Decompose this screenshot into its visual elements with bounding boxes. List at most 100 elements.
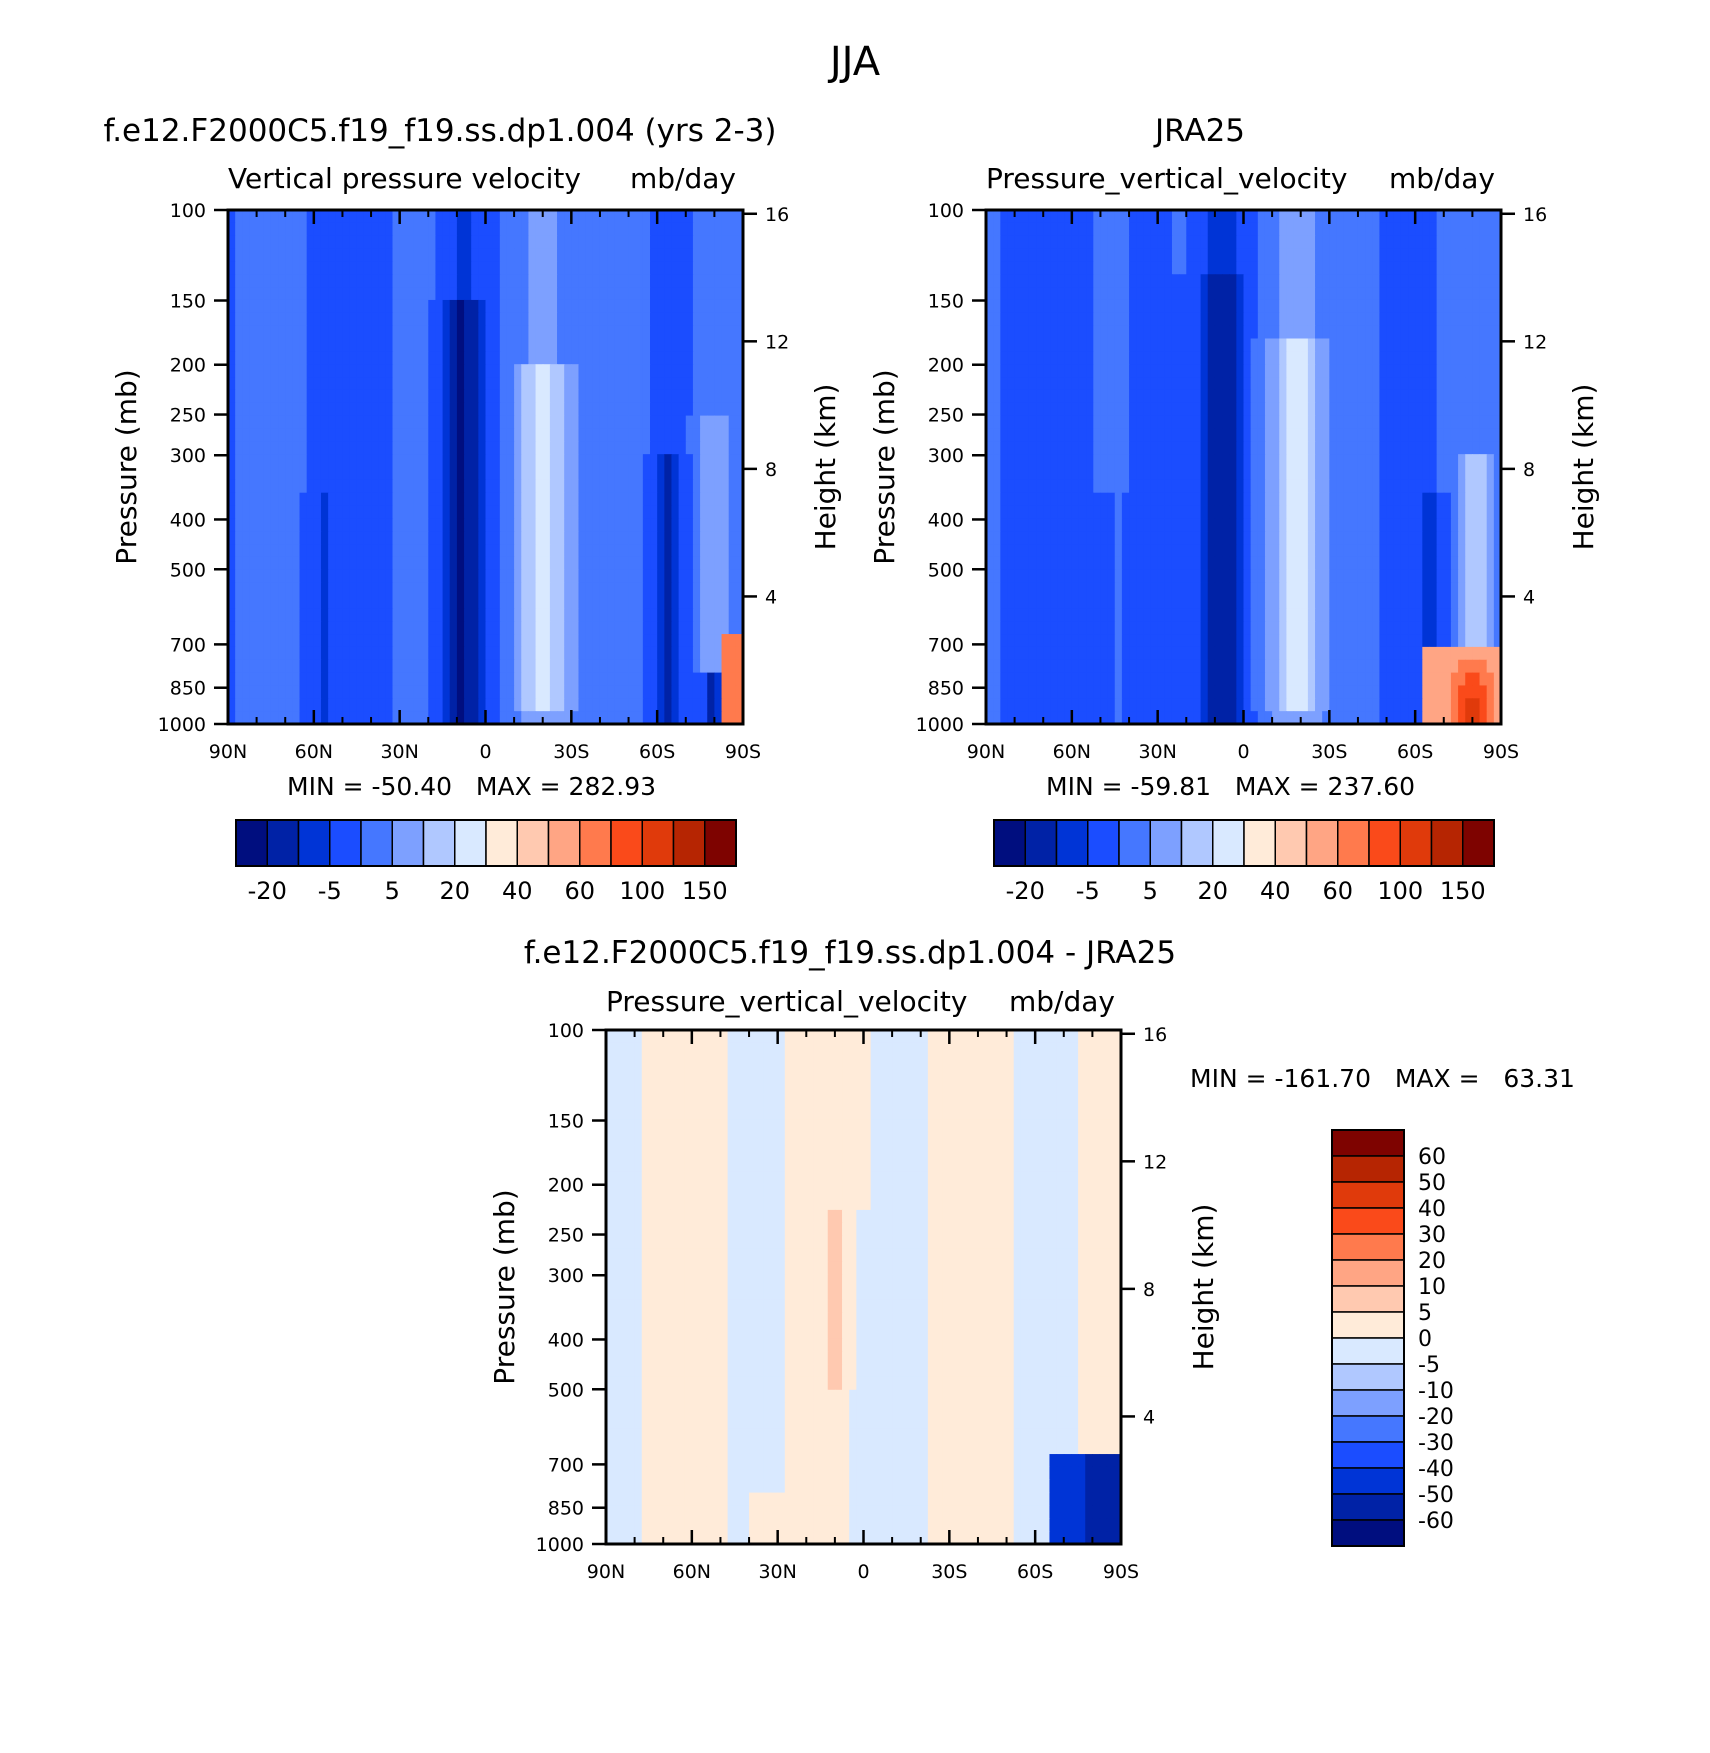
field-cell xyxy=(1408,428,1416,442)
field-cell xyxy=(557,518,565,532)
field-cell xyxy=(435,235,444,250)
field-cell xyxy=(256,492,265,507)
field-cell xyxy=(657,248,665,262)
field-cell xyxy=(1408,274,1416,288)
field-cell xyxy=(1350,274,1359,288)
field-cell xyxy=(514,685,522,699)
field-cell xyxy=(413,428,422,442)
field-cell xyxy=(485,248,494,262)
field-cell xyxy=(1071,556,1080,571)
field-cell xyxy=(1207,287,1216,301)
field-cell xyxy=(535,608,544,622)
field-cell xyxy=(1129,248,1137,262)
field-cell xyxy=(1264,274,1273,288)
field-cell xyxy=(1129,274,1137,288)
field-cell xyxy=(585,659,594,674)
field-cell xyxy=(1007,505,1016,519)
field-cell xyxy=(1064,479,1073,494)
field-cell xyxy=(1236,479,1245,494)
field-cell xyxy=(456,467,465,481)
field-cell xyxy=(1386,389,1395,404)
field-cell xyxy=(335,685,344,699)
field-cell xyxy=(1422,441,1431,455)
field-cell xyxy=(356,646,365,661)
field-cell xyxy=(628,402,637,417)
field-cell xyxy=(657,698,665,712)
field-cell xyxy=(571,672,580,687)
field-cell xyxy=(1086,441,1094,455)
field-cell xyxy=(464,698,472,712)
field-cell xyxy=(1472,210,1481,224)
field-cell xyxy=(542,582,551,597)
field-cell xyxy=(571,711,580,725)
field-cell xyxy=(721,222,730,237)
field-cell xyxy=(1257,377,1266,391)
field-cell xyxy=(1064,377,1073,391)
field-cell xyxy=(1493,338,1502,352)
field-cell xyxy=(499,248,508,262)
field-cell xyxy=(678,659,687,674)
field-cell xyxy=(449,261,458,275)
field-cell xyxy=(1164,274,1173,288)
field-cell xyxy=(557,377,565,391)
field-cell xyxy=(607,428,615,442)
field-cell xyxy=(428,377,437,391)
field-cell xyxy=(707,287,715,301)
field-cell xyxy=(1171,351,1180,365)
field-cell xyxy=(599,685,608,699)
field-cell xyxy=(521,299,530,314)
field-cell xyxy=(1093,261,1102,275)
field-cell xyxy=(1050,454,1059,468)
field-cell xyxy=(1100,492,1109,507)
field-cell xyxy=(564,325,572,340)
field-cell xyxy=(1086,389,1094,404)
field-cell xyxy=(471,248,479,262)
field-cell xyxy=(1300,492,1309,507)
field-cell xyxy=(1071,235,1080,250)
field-cell xyxy=(1236,518,1245,532)
field-cell xyxy=(1243,248,1252,262)
field-cell xyxy=(657,441,665,455)
field-cell xyxy=(549,235,558,250)
field-cell xyxy=(700,544,708,558)
field-cell xyxy=(728,518,737,532)
field-cell xyxy=(242,672,251,687)
field-cell xyxy=(635,402,644,417)
field-cell xyxy=(278,402,286,417)
field-cell xyxy=(1186,210,1195,224)
field-cell xyxy=(1136,389,1144,404)
field-cell xyxy=(428,222,437,237)
field-cell xyxy=(1207,325,1216,340)
field-cell xyxy=(456,479,465,494)
field-cell xyxy=(278,338,286,352)
field-cell xyxy=(1300,441,1309,455)
field-cell xyxy=(428,672,437,687)
field-cell xyxy=(256,454,265,468)
field-cell xyxy=(1279,556,1288,571)
field-cell xyxy=(728,634,737,648)
field-cell xyxy=(499,582,508,597)
field-cell xyxy=(1357,338,1366,352)
field-cell xyxy=(664,312,673,327)
field-cell xyxy=(542,492,551,507)
field-cell xyxy=(228,441,236,455)
field-cell xyxy=(1150,210,1159,224)
field-cell xyxy=(1322,274,1330,288)
field-cell xyxy=(1264,299,1273,314)
field-cell xyxy=(1486,402,1495,417)
field-cell xyxy=(1121,492,1130,507)
field-cell xyxy=(292,518,301,532)
field-cell xyxy=(1250,467,1259,481)
field-cell xyxy=(1064,248,1073,262)
field-cell xyxy=(235,659,243,674)
field-cell xyxy=(1200,377,1209,391)
field-cell xyxy=(464,595,472,609)
field-cell xyxy=(700,312,708,327)
field-cell xyxy=(492,325,501,340)
field-cell xyxy=(1028,338,1037,352)
field-cell xyxy=(1243,389,1252,404)
field-cell xyxy=(356,312,365,327)
field-cell xyxy=(1286,492,1295,507)
field-cell xyxy=(278,428,286,442)
field-cell xyxy=(449,338,458,352)
